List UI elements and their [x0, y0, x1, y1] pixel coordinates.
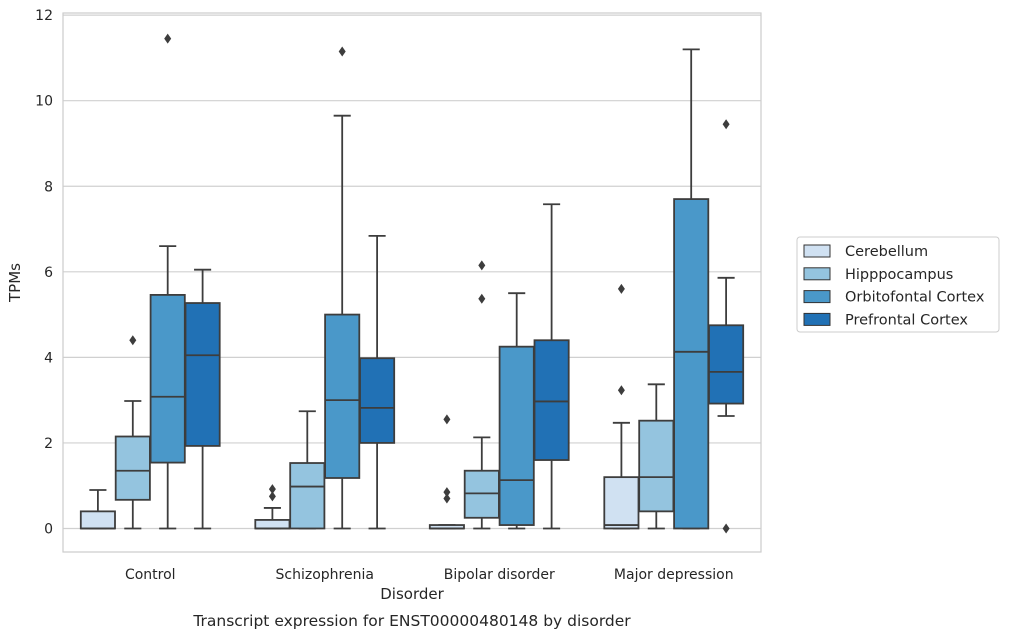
y-tick-label: 2: [44, 436, 53, 452]
outlier-point: [268, 491, 276, 502]
legend-label: Hipppocampus: [845, 267, 953, 283]
box-group: [289, 410, 326, 530]
box-group: [533, 203, 570, 530]
y-tick-label: 10: [35, 94, 53, 110]
y-tick-label: 4: [44, 350, 53, 366]
box: [254, 519, 291, 530]
legend: Cerebellum Hipppocampus Orbitofontal Corte…: [796, 236, 1000, 333]
y-tick-label: 8: [44, 179, 53, 195]
outlier-point: [443, 493, 451, 504]
legend-swatch: [803, 290, 831, 304]
box: [498, 345, 535, 526]
box-plots: [79, 33, 745, 534]
box: [673, 198, 710, 530]
box-group: [359, 234, 396, 530]
box: [79, 510, 116, 530]
x-tick-label: Major depression: [614, 567, 734, 583]
x-axis-label: Disorder: [380, 585, 444, 603]
legend-frame: [796, 236, 1000, 333]
legend-swatch: [803, 312, 831, 326]
outlier-point: [722, 523, 730, 534]
plot-area-frame: [62, 12, 762, 553]
x-tick-labels: Control Schizophrenia Bipolar disorder Majo…: [125, 567, 734, 583]
box: [114, 435, 151, 501]
legend-label: Orbitofontal Cortex: [845, 290, 985, 306]
box-group: [708, 119, 745, 534]
box: [359, 357, 396, 444]
box-group: [149, 33, 186, 530]
x-tick-label: Schizophrenia: [276, 567, 374, 583]
x-tick-label: Control: [125, 567, 176, 583]
box: [708, 324, 745, 405]
y-tick-label: 12: [35, 8, 53, 24]
box-group: [428, 414, 465, 530]
outlier-point: [478, 260, 486, 271]
y-tick-labels: 0 2 4 6 8 10 12: [35, 8, 53, 537]
legend-label: Prefrontal Cortex: [845, 312, 968, 328]
box-group: [498, 292, 535, 530]
box-group: [603, 283, 640, 530]
box-group: [673, 48, 710, 530]
outlier-point: [338, 46, 346, 57]
box-group: [254, 484, 291, 530]
y-tick-label: 6: [44, 265, 53, 281]
x-tick-label: Bipolar disorder: [444, 567, 555, 583]
legend-swatch: [803, 267, 831, 281]
outlier-point: [617, 283, 625, 294]
y-axis-label: TPMs: [6, 263, 24, 303]
outlier-point: [129, 335, 137, 346]
box-group: [184, 268, 221, 530]
outlier-point: [443, 487, 451, 498]
box: [289, 462, 326, 530]
box: [149, 294, 186, 464]
box: [184, 302, 221, 447]
outlier-point: [268, 484, 276, 495]
box-group: [114, 335, 151, 530]
box: [638, 419, 675, 513]
legend-swatch: [803, 244, 831, 258]
outlier-point: [722, 119, 730, 130]
outlier-point: [617, 385, 625, 396]
box: [324, 313, 361, 479]
legend-label: Cerebellum: [845, 244, 928, 260]
box-group: [79, 489, 116, 530]
box: [533, 339, 570, 461]
box-group: [463, 260, 500, 530]
outlier-point: [443, 414, 451, 425]
box-group: [324, 46, 361, 530]
chart-caption: Transcript expression for ENST0000048014…: [192, 612, 631, 630]
box: [603, 476, 640, 530]
outlier-point: [478, 293, 486, 304]
y-tick-label: 0: [44, 521, 53, 537]
box-group: [638, 383, 675, 530]
outlier-point: [164, 33, 172, 44]
